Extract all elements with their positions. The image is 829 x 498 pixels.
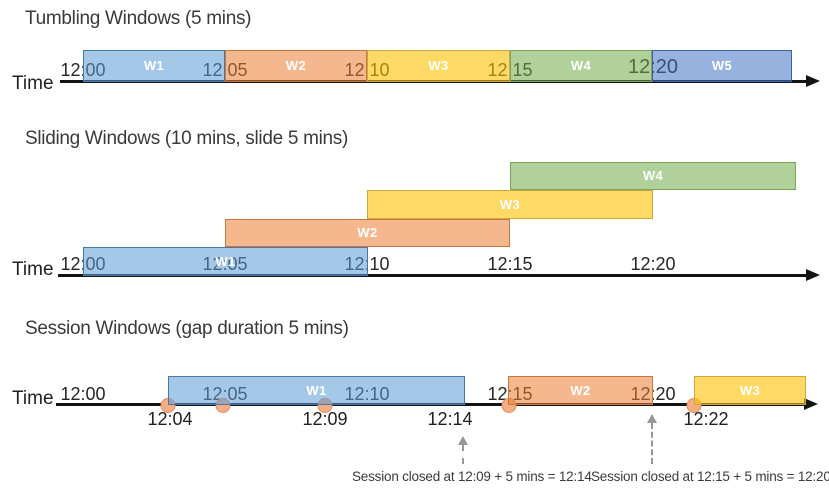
window-box: W1 <box>168 376 465 405</box>
window-label: W4 <box>570 58 592 74</box>
window-box: W4 <box>510 50 652 82</box>
window-label: W1 <box>306 383 327 398</box>
window-label: W2 <box>285 58 307 74</box>
arrow-shaft <box>462 445 464 464</box>
window-box: W3 <box>367 50 510 82</box>
event-time-label: 12:04 <box>147 409 193 429</box>
window-label: W5 <box>711 58 733 74</box>
window-box: W2 <box>225 50 367 82</box>
window-label: W3 <box>739 383 761 398</box>
tick-label: 12:20 <box>630 254 676 274</box>
event-time-label: 12:14 <box>427 409 473 429</box>
axis-arrowhead-icon <box>806 74 820 87</box>
time-axis-label: Time <box>12 388 54 409</box>
window-label: W2 <box>357 225 378 241</box>
event-time-label: 12:22 <box>683 409 729 429</box>
session-title: Session Windows (gap duration 5 mins) <box>25 318 349 339</box>
window-box: W4 <box>510 161 796 190</box>
window-box: W5 <box>652 50 792 82</box>
session-close-arrow-icon <box>647 414 657 464</box>
window-label: W3 <box>499 196 521 212</box>
window-label: W1 <box>215 253 236 269</box>
axis-arrowhead-icon <box>806 268 820 281</box>
window-box: W2 <box>508 376 653 405</box>
time-axis-label: Time <box>12 259 54 280</box>
arrowhead <box>647 414 657 423</box>
axis-arrowhead-icon <box>804 397 818 410</box>
session-close-arrow-icon <box>458 436 468 464</box>
window-label: W1 <box>143 58 165 74</box>
arrow-shaft <box>651 423 653 464</box>
window-box: W1 <box>83 247 368 276</box>
session-close-annotation: Session closed at 12:09 + 5 mins = 12:14 <box>352 469 592 484</box>
sliding-title: Sliding Windows (10 mins, slide 5 mins) <box>25 128 349 149</box>
time-axis <box>58 274 808 277</box>
window-box: W1 <box>83 50 225 82</box>
event-time-label: 12:09 <box>302 409 348 429</box>
window-box: W3 <box>367 190 653 219</box>
window-label: W4 <box>642 168 664 184</box>
window-label: W3 <box>428 58 449 74</box>
window-box: W2 <box>225 218 510 247</box>
session-close-annotation: Session closed at 12:15 + 5 mins = 12:20 <box>591 469 829 484</box>
tick-label: 12:15 <box>487 254 533 274</box>
window-label: W2 <box>570 383 591 398</box>
window-box: W3 <box>694 376 806 405</box>
time-axis-label: Time <box>12 73 54 94</box>
tick-label: 12:00 <box>60 384 106 404</box>
arrowhead <box>458 436 468 445</box>
tumbling-title: Tumbling Windows (5 mins) <box>25 8 252 29</box>
